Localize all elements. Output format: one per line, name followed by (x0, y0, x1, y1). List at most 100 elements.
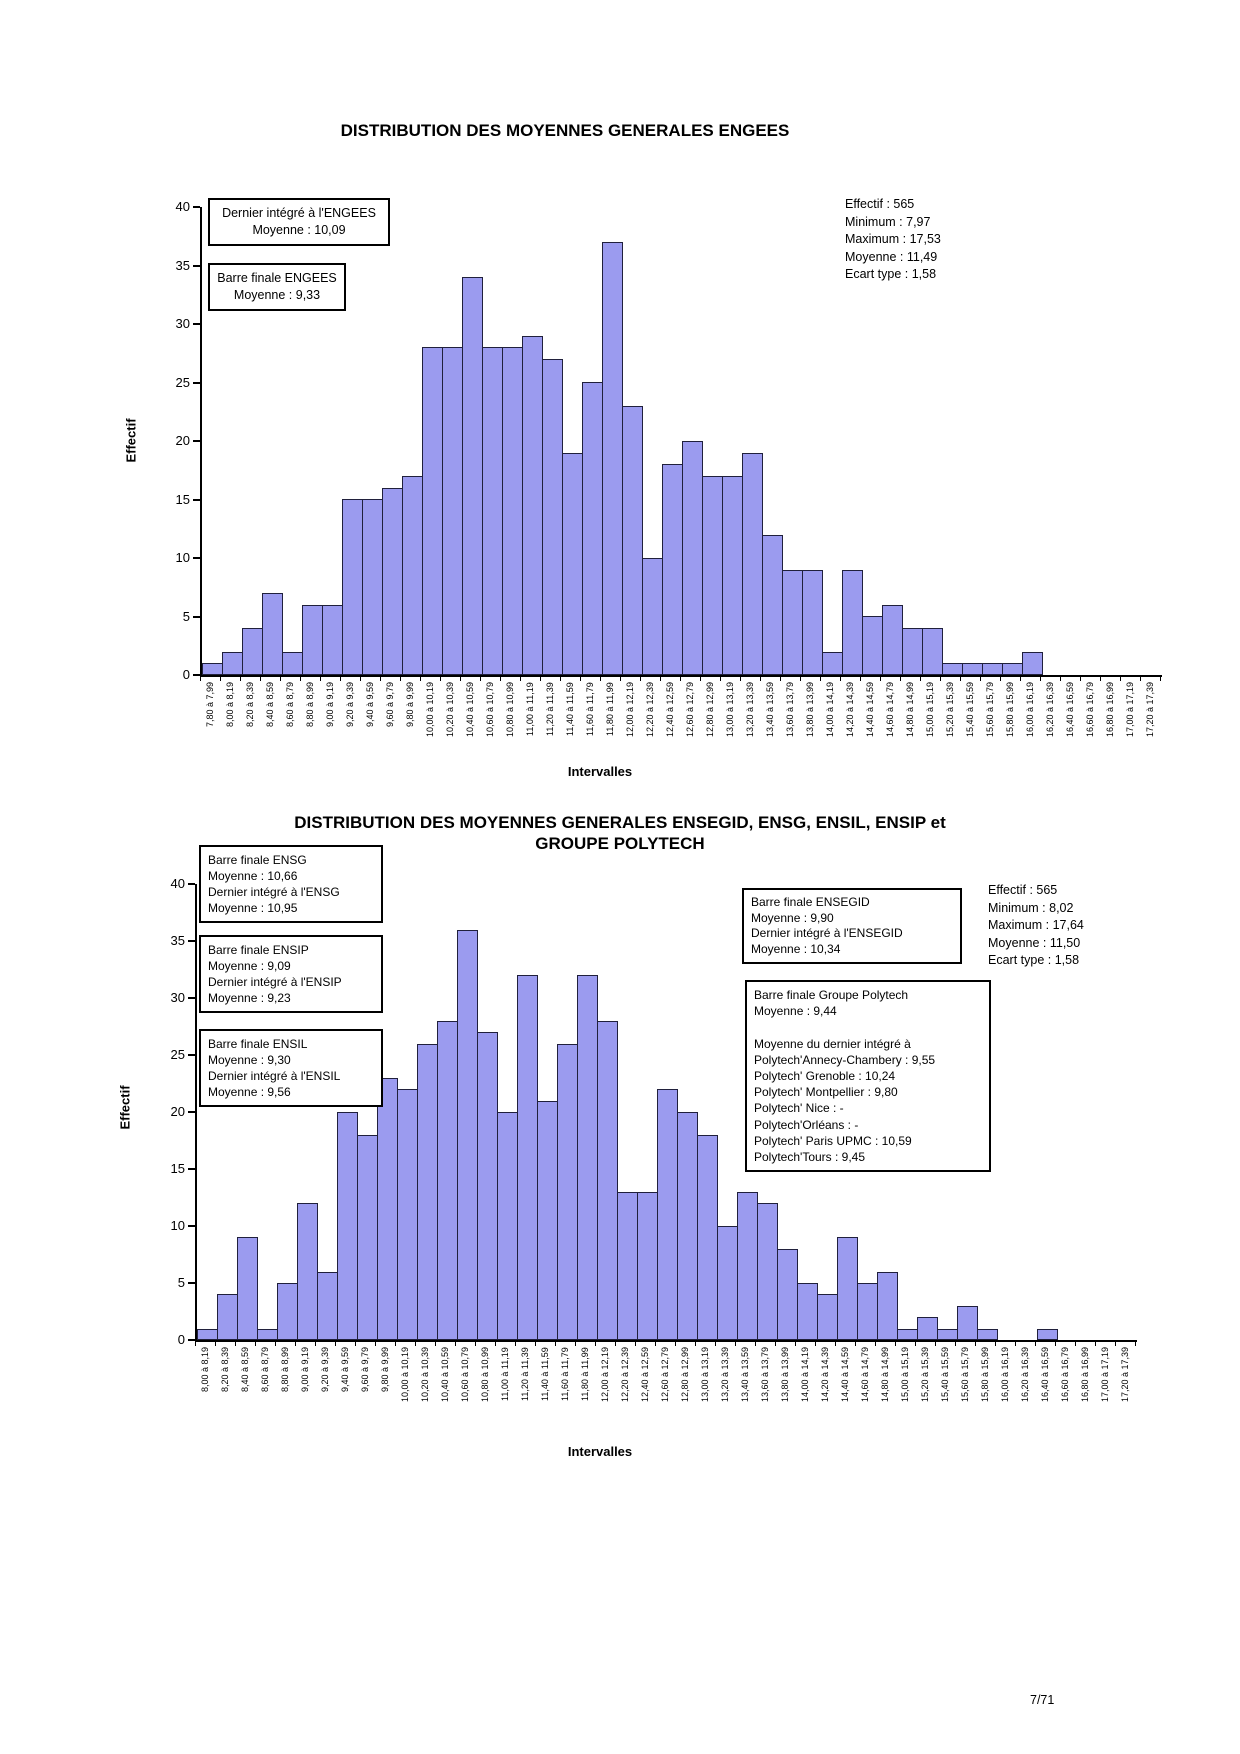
x-tick-label: 8,40 à 8,59 (265, 682, 275, 728)
x-tick-label: 8,00 à 8,19 (200, 1347, 210, 1393)
x-tick-label: 13,40 à 13,59 (740, 1347, 750, 1403)
y-tick-label: 35 (175, 257, 190, 273)
bar (397, 1089, 418, 1340)
bar (937, 1329, 958, 1340)
y-axis-title: Effectif (123, 418, 139, 463)
x-tick-label: 10,80 à 10,99 (480, 1347, 490, 1403)
chart-title: DISTRIBUTION DES MOYENNES GENERALES ENGE… (340, 121, 790, 140)
x-tick-label: 17,00 à 17,19 (1125, 682, 1135, 738)
annotation-line: Polytech' Montpellier : 9,80 (754, 1085, 898, 1100)
x-tick-label: 16,00 à 16,19 (1025, 682, 1035, 738)
annotation-line: Moyenne : 9,30 (208, 1053, 291, 1067)
bar (282, 652, 303, 675)
stat-line: Maximum : 17,53 (845, 232, 941, 247)
x-tick-label: 13,20 à 13,39 (720, 1347, 730, 1403)
x-tick-label: 16,60 à 16,79 (1085, 682, 1095, 738)
x-tick-label: 14,00 à 14,19 (800, 1347, 810, 1403)
y-tick-mark (188, 1225, 195, 1227)
x-tick-marks (200, 677, 1161, 681)
bar (357, 1135, 378, 1340)
y-tick-mark (188, 1339, 195, 1341)
bar (302, 605, 323, 675)
y-tick-label: 30 (170, 990, 185, 1005)
x-tick-label: 10,00 à 10,19 (425, 682, 435, 738)
y-tick-mark (193, 323, 200, 325)
bar (982, 663, 1003, 675)
bar (737, 1192, 758, 1340)
x-tick-label: 13,00 à 13,19 (725, 682, 735, 738)
x-tick-label: 12,00 à 12,19 (600, 1347, 610, 1403)
bar (862, 616, 883, 675)
x-tick-label: 14,60 à 14,79 (860, 1347, 870, 1403)
x-tick-label: 12,40 à 12,59 (640, 1347, 650, 1403)
annotation-line: Moyenne : 9,09 (208, 959, 291, 973)
annotation-line: Moyenne : 9,56 (208, 1085, 291, 1099)
x-tick-label: 15,60 à 15,79 (960, 1347, 970, 1403)
y-axis-title: Effectif (117, 1085, 133, 1130)
x-tick-label: 17,20 à 17,39 (1120, 1347, 1130, 1403)
bar (537, 1101, 558, 1340)
x-tick-label: 16,00 à 16,19 (1000, 1347, 1010, 1403)
bar (782, 570, 803, 675)
bar (562, 453, 583, 675)
annotation-line: Dernier intégré à l'ENSEGID (751, 926, 903, 940)
bar (297, 1203, 318, 1340)
x-tick-label: 14,20 à 14,39 (845, 682, 855, 738)
y-tick-label: 15 (175, 491, 190, 507)
bar (477, 1032, 498, 1340)
x-tick-label: 15,20 à 15,39 (945, 682, 955, 738)
bar (222, 652, 243, 675)
annotation-line: Dernier intégré à l'ENSG (208, 885, 340, 899)
x-tick-label: 10,60 à 10,79 (460, 1347, 470, 1403)
bar (362, 499, 383, 675)
annotation-line: Barre finale ENSIP (208, 943, 309, 957)
y-tick-mark (193, 557, 200, 559)
page-number: 7/71 (1030, 1693, 1055, 1707)
y-tick-mark (193, 381, 200, 384)
x-tick-label: 8,20 à 8,39 (245, 682, 255, 728)
x-axis-title: Intervalles (567, 764, 633, 779)
bar (462, 277, 483, 675)
x-tick-label: 12,20 à 12,39 (645, 682, 655, 738)
x-tick-label: 13,60 à 13,79 (760, 1347, 770, 1403)
bar (677, 1112, 698, 1340)
annotation-ensg: Barre finale ENSG Moyenne : 10,66 Dernier … (199, 845, 383, 923)
bar (642, 558, 663, 675)
x-tick-label: 16,80 à 16,99 (1080, 1347, 1090, 1403)
bar (1022, 652, 1043, 675)
bar (882, 605, 903, 675)
bar (757, 1203, 778, 1340)
bar (717, 1226, 738, 1340)
x-tick-label: 11,00 à 11,19 (500, 1347, 510, 1401)
stat-line: Moyenne : 11,50 (988, 935, 1081, 950)
x-tick-label: 12,60 à 12,79 (660, 1347, 670, 1403)
x-tick-label: 14,40 à 14,59 (865, 682, 875, 738)
bar (542, 359, 563, 675)
annotation-polytech: Barre finale Groupe Polytech Moyenne : 9,… (745, 980, 991, 1173)
y-tick-label: 0 (177, 1332, 185, 1347)
x-tick-label: 15,60 à 15,79 (985, 682, 995, 738)
y-tick-label: 10 (175, 550, 190, 565)
x-tick-label: 13,20 à 13,39 (745, 682, 755, 738)
x-tick-label: 12,40 à 12,59 (665, 682, 675, 738)
x-tick-label: 11,20 à 11,39 (520, 1347, 530, 1401)
bar (657, 1089, 678, 1340)
annotation-line: Moyenne : 10,95 (208, 901, 298, 915)
x-tick-label: 13,80 à 13,99 (780, 1347, 790, 1403)
annotation-barre-engees: Barre finale ENGEES Moyenne : 9,33 (208, 263, 346, 311)
bar (797, 1283, 818, 1340)
annotation-line: Barre finale Groupe Polytech (754, 988, 909, 1002)
bar (617, 1192, 638, 1340)
y-tick-mark (193, 264, 200, 267)
x-axis-labels: 7,80 à 7,99 8,00 à 8,19 8,20 à 8,39 8,40 à … (200, 682, 1160, 768)
bar (697, 1135, 718, 1340)
chart-title: DISTRIBUTION DES MOYENNES GENERALES ENSE… (60, 812, 1180, 854)
bar (262, 593, 283, 675)
annotation-line: Dernier intégré à l'ENGEES (222, 206, 376, 220)
bar (597, 1021, 618, 1340)
bar (897, 1329, 918, 1340)
annotation-line: Moyenne : 10,66 (208, 869, 298, 883)
stat-line: Ecart type : 1,58 (988, 953, 1080, 968)
bar (577, 975, 598, 1340)
